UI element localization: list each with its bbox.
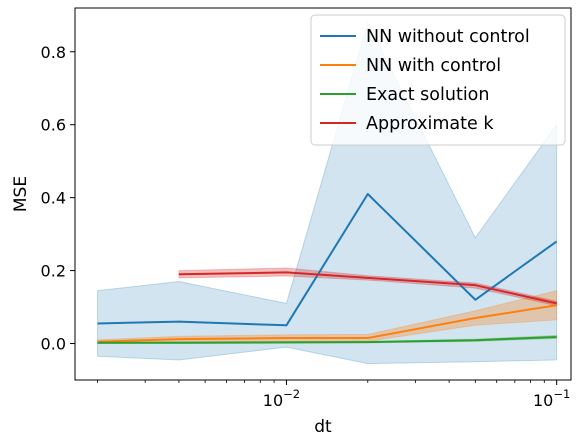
x-tick-label: 10−2 bbox=[263, 387, 300, 410]
nn-without-control-line bbox=[97, 193, 558, 327]
y-tick-label: 0.2 bbox=[41, 262, 66, 281]
legend-label-exact-solution: Exact solution bbox=[366, 85, 489, 105]
y-axis-ticks: 0.0 0.2 0.4 0.6 0.8 bbox=[41, 43, 75, 354]
x-axis-label: dt bbox=[314, 417, 332, 437]
y-tick-label: 0.8 bbox=[41, 43, 66, 62]
legend: NN without control NN with control Exact s… bbox=[310, 14, 566, 146]
series-lines bbox=[97, 193, 558, 344]
plot-frame bbox=[74, 7, 572, 381]
legend-box bbox=[310, 14, 566, 146]
exact-solution-line bbox=[97, 335, 557, 344]
x-tick-label: 10−1 bbox=[533, 387, 570, 410]
y-tick-label: 0.0 bbox=[41, 335, 66, 354]
y-tick-label: 0.4 bbox=[41, 189, 66, 208]
approximate-k-line bbox=[178, 271, 557, 305]
legend-label-nn-with-control: NN with control bbox=[366, 56, 501, 76]
legend-label-nn-without-control: NN without control bbox=[366, 27, 530, 47]
y-axis-label: MSE bbox=[11, 176, 31, 212]
nn-without-control-band bbox=[97, 21, 558, 365]
nn-with-control-line bbox=[97, 304, 557, 343]
x-axis-ticks: 10−2 10−1 bbox=[97, 380, 570, 410]
legend-label-approximate-k: Approximate k bbox=[366, 114, 494, 134]
y-tick-label: 0.6 bbox=[41, 116, 66, 135]
